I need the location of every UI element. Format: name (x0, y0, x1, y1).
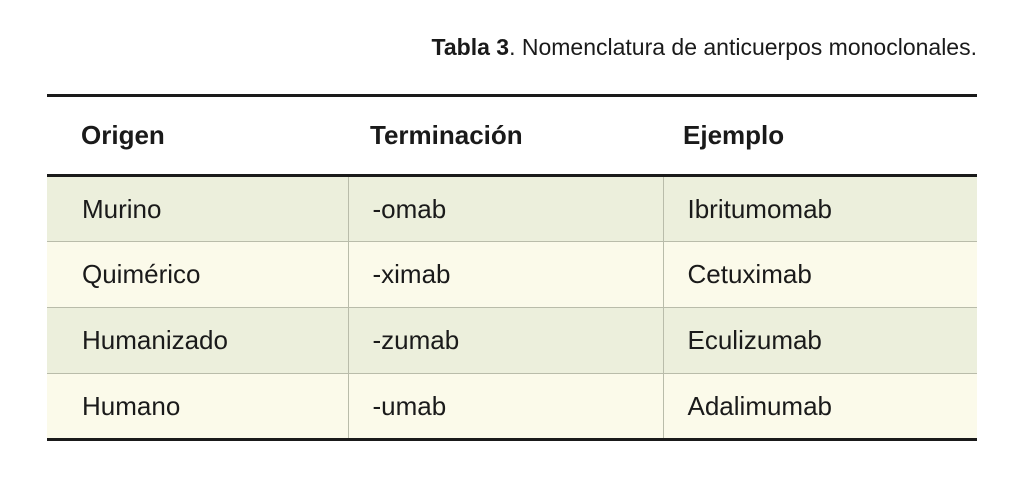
table-row: Humano -umab Adalimumab (47, 373, 977, 441)
header-terminacion: Terminación (348, 94, 663, 177)
cell-origen: Humano (47, 373, 348, 441)
table-row: Quimérico -ximab Cetuximab (47, 241, 977, 308)
cell-ejemplo: Cetuximab (662, 241, 977, 308)
cell-ejemplo: Ibritumomab (662, 175, 977, 242)
table-row: Humanizado -zumab Eculizumab (47, 307, 977, 374)
header-origen: Origen (47, 94, 348, 177)
table-row: Murino -omab Ibritumomab (47, 175, 977, 242)
cell-ejemplo: Adalimumab (662, 373, 977, 441)
cell-origen: Quimérico (47, 241, 348, 308)
caption-label: Tabla 3 (431, 34, 510, 60)
cell-terminacion: -omab (347, 175, 663, 242)
table-caption: Tabla 3. Nomenclatura de anticuerpos mon… (432, 34, 977, 61)
nomenclature-table: Origen Terminación Ejemplo Murino -omab … (47, 94, 977, 441)
caption-text: . Nomenclatura de anticuerpos monoclonal… (509, 34, 977, 60)
header-row: Origen Terminación Ejemplo (47, 94, 977, 177)
cell-ejemplo: Eculizumab (662, 307, 977, 374)
cell-terminacion: -umab (347, 373, 663, 441)
cell-terminacion: -zumab (347, 307, 663, 374)
cell-terminacion: -ximab (347, 241, 663, 308)
cell-origen: Humanizado (47, 307, 348, 374)
header-ejemplo: Ejemplo (663, 94, 977, 177)
cell-origen: Murino (47, 175, 348, 242)
